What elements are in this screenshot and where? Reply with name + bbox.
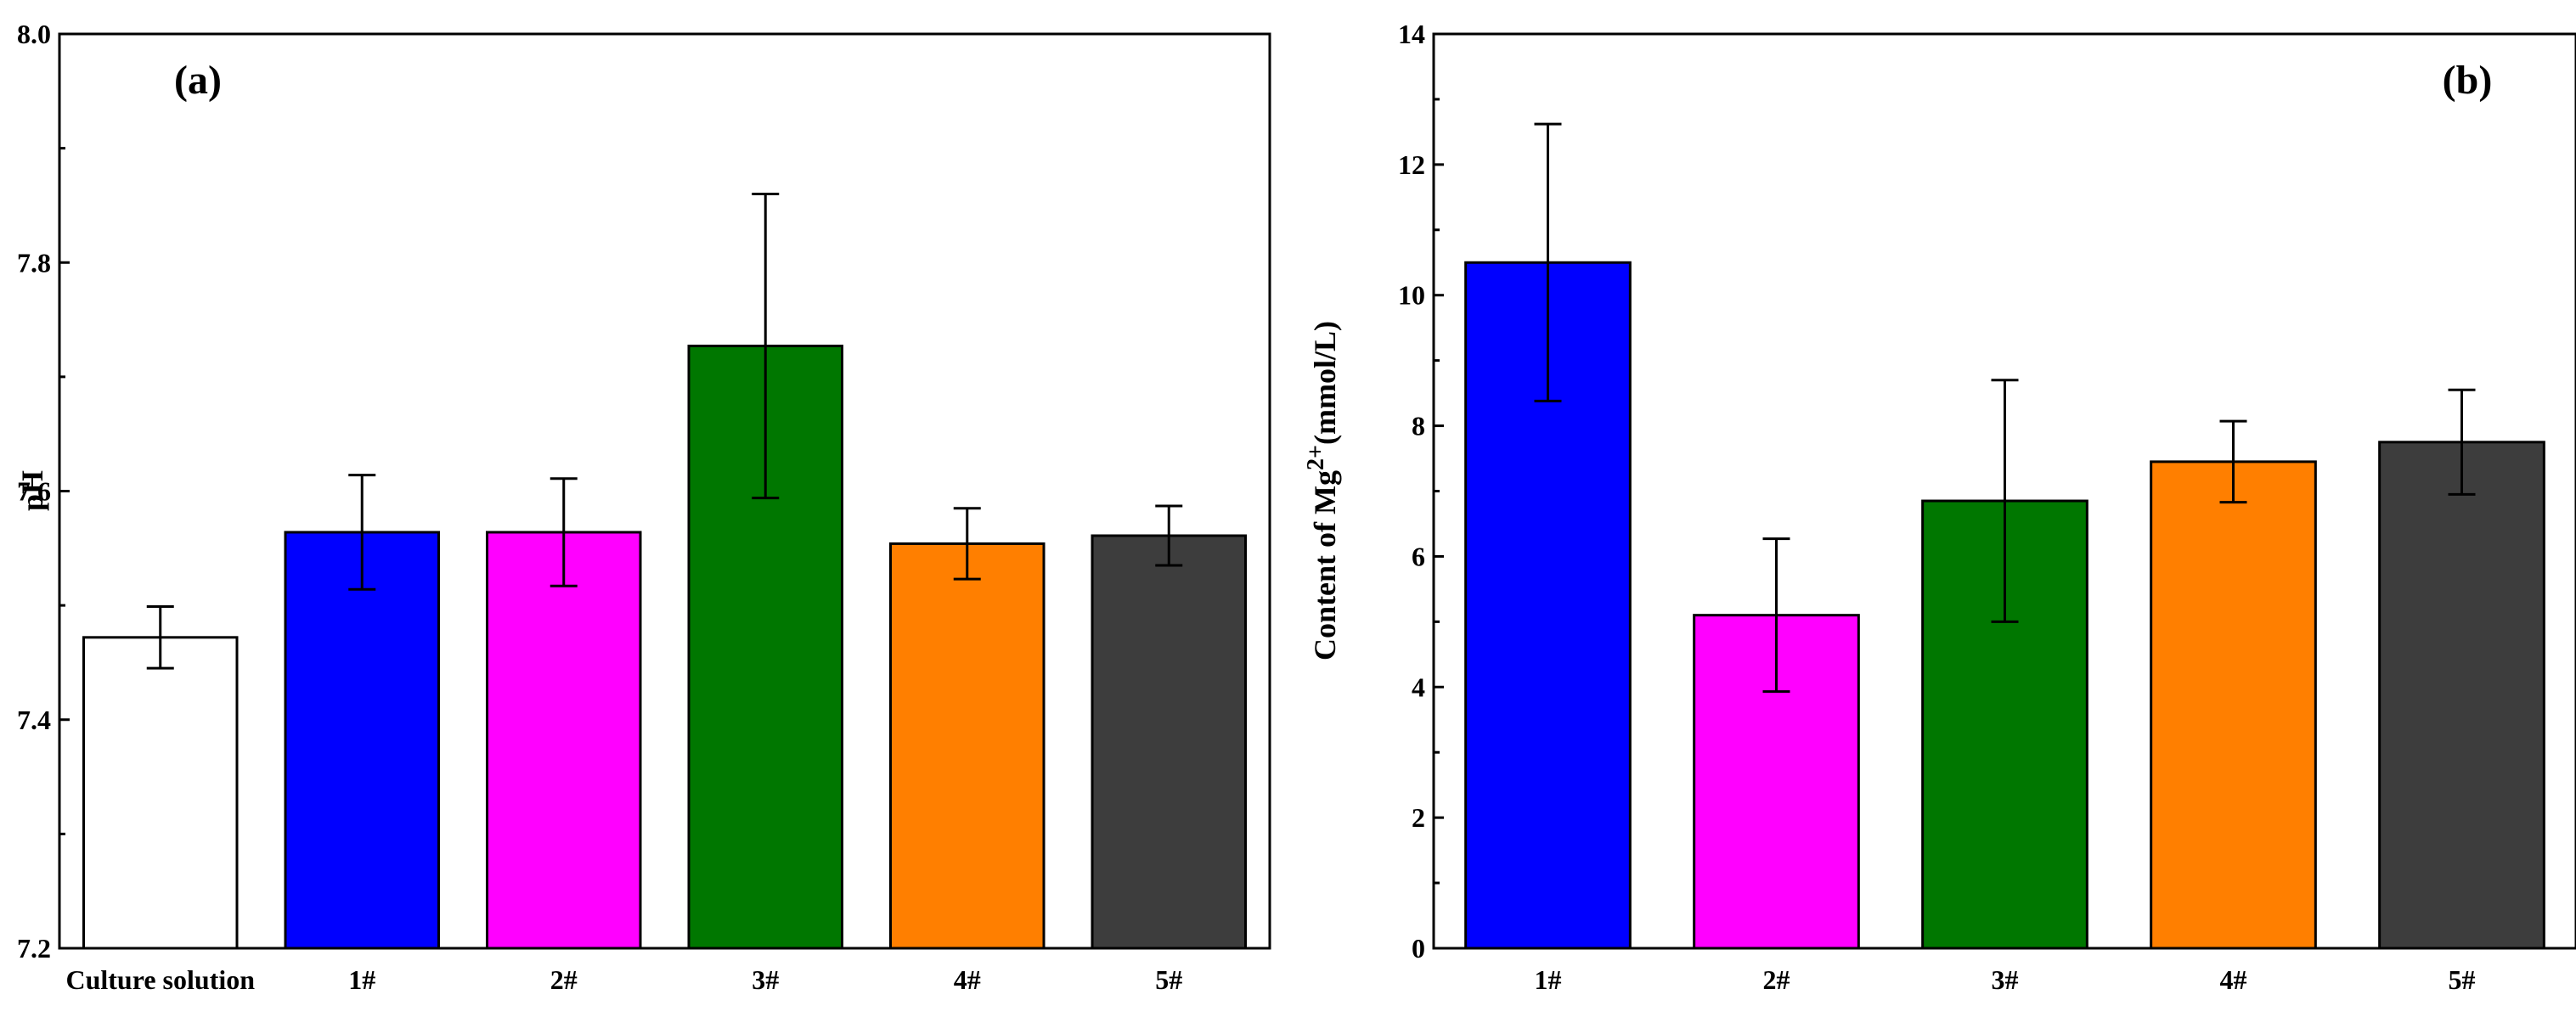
- panel-a-plot-frame: [58, 32, 1271, 950]
- a-x-tick-label: Culture solution: [65, 964, 255, 995]
- a-x-tick-label: 4#: [954, 964, 981, 995]
- panel-b-y-axis-title-superscript: 2+: [1303, 445, 1329, 470]
- panel-b-x-tick-labels: 1# 2# 3# 4# 5#: [1535, 964, 2476, 995]
- b-x-tick-label: 2#: [1763, 964, 1790, 995]
- a-y-tick-label: 8.0: [17, 19, 51, 49]
- panel-b-y-axis-title-unit: (mmol/L): [1308, 321, 1342, 445]
- a-bar-3: [687, 345, 843, 950]
- b-y-tick-label: 2: [1412, 802, 1425, 833]
- b-error-bar-3: [2219, 419, 2247, 504]
- panel-a-y-ticks: 7.2 7.4 7.6 7.8 8.0: [17, 19, 70, 964]
- a-x-tick-label: 3#: [752, 964, 779, 995]
- panel-a-label: (a): [174, 58, 222, 103]
- a-bar-2: [486, 531, 642, 950]
- b-x-tick-label: 4#: [2220, 964, 2247, 995]
- b-x-tick-label: 1#: [1535, 964, 1562, 995]
- a-x-tick-label: 5#: [1155, 964, 1182, 995]
- panel-a-y-axis-title: pH: [15, 470, 49, 511]
- b-y-tick-label: 0: [1412, 933, 1425, 964]
- b-bar-4: [2378, 441, 2545, 950]
- panel-b-chart: (b) Content of Mg2+(mmol/L) 02468101214 …: [1303, 19, 2576, 995]
- panel-b-label: (b): [2443, 58, 2493, 103]
- b-x-tick-label: 3#: [1992, 964, 2019, 995]
- panel-b-y-axis-title: Content of Mg2+(mmol/L): [1303, 321, 1342, 660]
- b-y-tick-label: 12: [1398, 149, 1425, 180]
- b-bar-3: [2150, 460, 2317, 950]
- a-y-tick-label: 7.2: [17, 933, 51, 964]
- panel-a-bars: [82, 192, 1247, 950]
- a-bar-0: [82, 636, 239, 950]
- a-x-tick-label: 2#: [550, 964, 578, 995]
- b-error-bar-1: [1762, 537, 1790, 694]
- panel-b-bars: [1464, 122, 2545, 950]
- b-y-tick-label: 10: [1398, 280, 1425, 311]
- a-bar-1: [284, 531, 440, 950]
- a-bar-4: [889, 542, 1046, 950]
- panel-b-y-ticks: 0 2 4 6 8 10 12 14: [1398, 19, 1444, 964]
- b-y-tick-label: 4: [1412, 671, 1425, 702]
- a-error-bar-1: [348, 474, 376, 591]
- a-y-tick-label: 7.4: [17, 705, 51, 735]
- b-error-bar-4: [2448, 388, 2476, 496]
- panel-a-chart: (a) pH 7.2 7.4 7.6 7.8 8.0 Culture solution 1…: [15, 19, 1271, 995]
- a-error-bar-0: [146, 604, 174, 670]
- panel-a-x-tick-labels: Culture solution 1# 2# 3# 4# 5#: [65, 964, 1182, 995]
- panel-b-y-axis-title-main: Content of Mg: [1308, 470, 1342, 660]
- b-y-tick-label: 6: [1412, 541, 1425, 571]
- a-error-bar-5: [1155, 504, 1183, 567]
- b-y-tick-label: 14: [1398, 19, 1425, 49]
- a-y-tick-label: 7.8: [17, 247, 51, 278]
- a-error-bar-2: [550, 477, 578, 587]
- b-error-bar-2: [1991, 379, 2019, 623]
- a-error-bar-3: [752, 192, 780, 500]
- a-y-tick-label: 7.6: [17, 476, 51, 507]
- a-x-tick-label: 1#: [348, 964, 375, 995]
- a-error-bar-4: [953, 507, 981, 581]
- b-error-bar-0: [1534, 122, 1562, 402]
- a-bar-5: [1091, 534, 1247, 950]
- b-y-tick-label: 8: [1412, 411, 1425, 441]
- b-x-tick-label: 5#: [2449, 964, 2476, 995]
